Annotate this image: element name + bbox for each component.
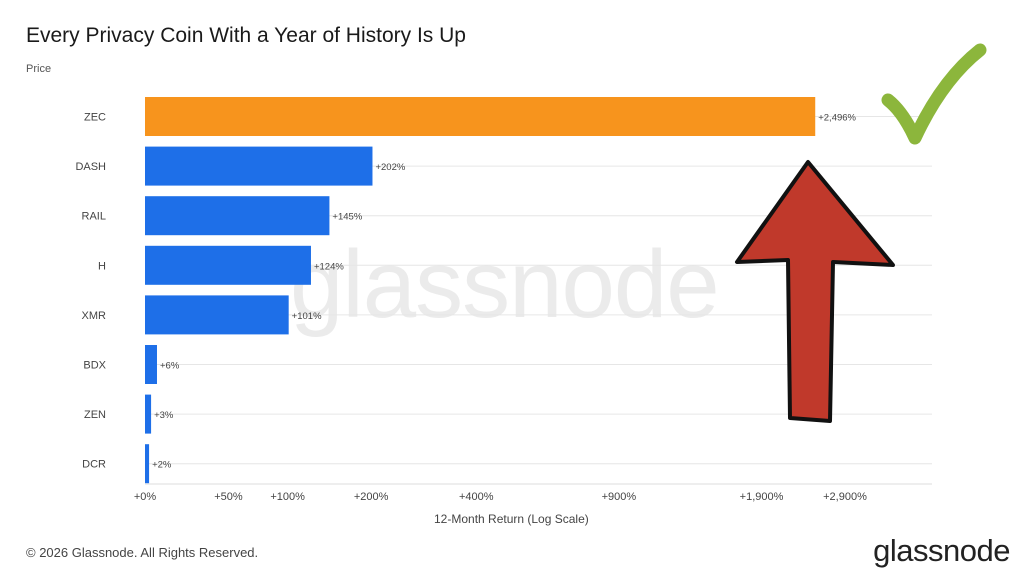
x-tick-label: +1,900% [740, 491, 784, 503]
data-label: +2% [152, 460, 172, 471]
bars [145, 97, 816, 484]
bar-dash [145, 146, 373, 186]
data-label: +3% [154, 410, 174, 421]
bar-rail [145, 196, 330, 236]
bar-xmr [145, 295, 289, 335]
data-label: +6% [160, 361, 180, 372]
y-tick-label: DCR [82, 459, 106, 471]
x-tick-label: +50% [214, 491, 243, 503]
x-tick-label: +100% [270, 491, 305, 503]
x-tick-label: +900% [602, 491, 637, 503]
chart-subtitle: Price [26, 63, 52, 75]
y-axis-labels: ZEC DASH RAIL H XMR BDX ZEN DCR [75, 112, 106, 471]
up-arrow-icon [735, 160, 895, 423]
bar-h [145, 245, 311, 285]
chart-title: Every Privacy Coin With a Year of Histor… [26, 24, 466, 47]
data-labels: +2,496% +202% +145% +124% +101% +6% +3% +2% [152, 113, 856, 471]
y-tick-label: H [98, 260, 106, 272]
glassnode-logo: glassnode [873, 533, 1010, 568]
bar-bdx [145, 345, 157, 384]
y-tick-label: ZEC [84, 112, 106, 124]
y-tick-label: BDX [83, 360, 106, 372]
x-axis-ticks: +0% +50% +100% +200% +400% +900% +1,900% +2,900… [134, 491, 867, 503]
bar-zen [145, 394, 152, 434]
data-label: +2,496% [818, 113, 856, 124]
x-tick-label: +0% [134, 491, 157, 503]
bar-dcr [145, 444, 150, 484]
y-tick-label: ZEN [84, 409, 106, 421]
data-label: +124% [314, 261, 344, 272]
y-tick-label: XMR [82, 310, 107, 322]
y-tick-label: RAIL [82, 211, 106, 223]
copyright-text: © 2026 Glassnode. All Rights Reserved. [26, 545, 259, 560]
x-axis-label: 12-Month Return (Log Scale) [434, 512, 589, 526]
y-tick-label: DASH [75, 161, 106, 173]
x-tick-label: +200% [354, 491, 389, 503]
data-label: +202% [375, 162, 405, 173]
check-mark-icon [881, 43, 987, 145]
data-label: +101% [292, 311, 322, 322]
bar-zec [145, 97, 816, 136]
x-tick-label: +400% [459, 491, 494, 503]
data-label: +145% [332, 212, 362, 223]
x-tick-label: +2,900% [823, 491, 867, 503]
